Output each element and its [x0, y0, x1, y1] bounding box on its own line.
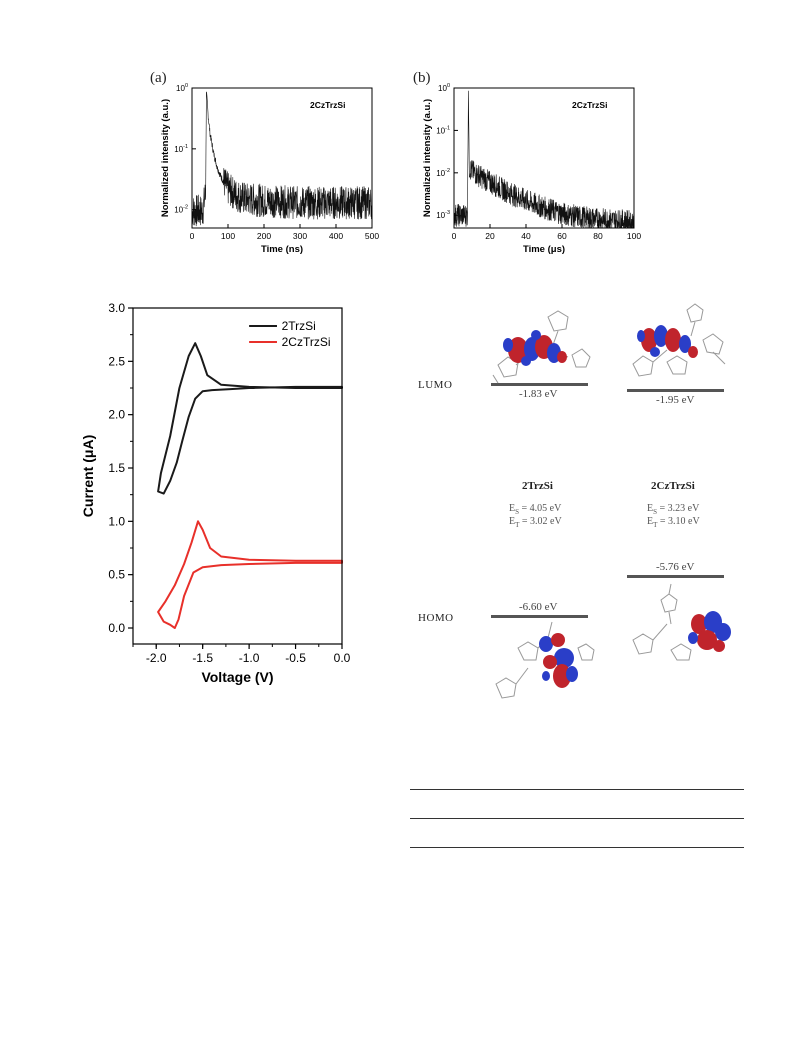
b-y-tick-label: 10-2 — [436, 168, 450, 178]
orbital-image-homo-2trzsi — [495, 621, 595, 699]
a-y-axis-label: Normalized intensity (a.u.) — [160, 99, 171, 217]
a-x-axis-label: Time (ns) — [261, 244, 303, 255]
b-x-tick-label: 80 — [593, 231, 603, 241]
a-decay-trace — [191, 91, 373, 227]
b-x-tick-label: 100 — [627, 231, 641, 241]
b-x-tick-label: 60 — [557, 231, 567, 241]
orbital-image-homo-2cztrzsi — [632, 583, 731, 661]
cv-x-tick-label: -1.5 — [192, 651, 213, 665]
homo-bar-2cztrzsi — [627, 575, 724, 578]
lumo-value-2cztrzsi: -1.95 eV — [656, 394, 695, 406]
panel-a-label: (a) — [150, 70, 167, 86]
a-x-tick-label: 200 — [257, 231, 271, 241]
homo-label: HOMO — [418, 612, 454, 624]
cv-y-tick-label: 3.0 — [108, 301, 125, 315]
b-plot-title: 2CzTrzSi — [572, 100, 607, 110]
molecule-name-2cztrzsi: 2CzTrzSi — [651, 480, 695, 492]
cv-x-tick-label: -1.0 — [239, 651, 260, 665]
es-2trzsi: ES = 4.05 eV — [509, 503, 562, 516]
a-y-tick-label: 100 — [176, 83, 188, 93]
homo-value-2trzsi: -6.60 eV — [519, 601, 558, 613]
cv-legend-label-1: 2CzTrzSi — [282, 335, 331, 349]
cv-y-tick-label: 2.0 — [108, 408, 125, 422]
b-y-tick-label: 100 — [438, 83, 450, 93]
chart-a-decay: 0 100 200 300 400 500 100 10-1 10-2 Time (ns) Norm… — [160, 83, 379, 255]
panel-b-label: (b) — [413, 70, 431, 86]
molecule-name-2trzsi: 2TrzSi — [522, 480, 553, 492]
a-x-tick-label: 0 — [190, 231, 195, 241]
b-x-tick-label: 20 — [485, 231, 495, 241]
lumo-bar-2trzsi — [491, 383, 588, 386]
cv-y-tick-label: 2.5 — [108, 354, 125, 368]
cv-y-tick-label: 0.0 — [108, 621, 125, 635]
lumo-label: LUMO — [418, 379, 453, 391]
chart-cv: -2.0 -1.5 -1.0 -0.5 0.0 0.0 0.5 1.0 1.5 2.0 2.5 3.0… — [80, 301, 351, 685]
b-x-tick-label: 0 — [452, 231, 457, 241]
a-x-tick-label: 500 — [365, 231, 379, 241]
a-y-tick-label: 10-2 — [174, 205, 188, 215]
cv-x-tick-label: -2.0 — [146, 651, 167, 665]
cv-y-tick-label: 1.5 — [108, 461, 125, 475]
table-rule-middle — [410, 818, 744, 819]
b-y-tick-label: 10-1 — [436, 125, 450, 135]
cv-x-axis-label: Voltage (V) — [201, 669, 273, 685]
table-rule-bottom — [410, 847, 744, 848]
et-2cztrzsi: ET = 3.10 eV — [647, 516, 700, 529]
chart-b-decay: 0 20 40 60 80 100 100 10-1 10-2 10-3 Time (μs) Norm… — [422, 83, 641, 255]
lumo-bar-2cztrzsi — [627, 389, 724, 392]
cv-y-tick-label: 1.0 — [108, 514, 125, 528]
cv-series-0 — [157, 342, 343, 495]
cv-x-tick-label: -0.5 — [285, 651, 306, 665]
orbital-image-lumo-2cztrzsi — [632, 303, 726, 377]
b-y-axis-label: Normalized intensity (a.u.) — [422, 99, 433, 217]
cv-legend-label-0: 2TrzSi — [282, 319, 316, 333]
cv-plot-frame — [132, 307, 343, 645]
a-x-tick-label: 100 — [221, 231, 235, 241]
cv-y-tick-label: 0.5 — [108, 568, 125, 582]
b-decay-trace — [453, 90, 635, 229]
b-y-tick-label: 10-3 — [436, 210, 450, 220]
cv-y-axis-label: Current (μA) — [80, 435, 96, 517]
b-x-tick-label: 40 — [521, 231, 531, 241]
a-plot-title: 2CzTrzSi — [310, 100, 345, 110]
a-x-tick-label: 300 — [293, 231, 307, 241]
a-x-tick-label: 400 — [329, 231, 343, 241]
homo-value-2cztrzsi: -5.76 eV — [656, 561, 695, 573]
cv-series-1 — [157, 520, 343, 629]
b-x-axis-label: Time (μs) — [523, 244, 565, 255]
orbital-image-lumo-2trzsi — [492, 310, 591, 384]
a-plot-frame — [191, 87, 373, 229]
es-2cztrzsi: ES = 3.23 eV — [647, 503, 700, 516]
table-rule-top — [410, 789, 744, 790]
homo-bar-2trzsi — [491, 615, 588, 618]
a-y-tick-label: 10-1 — [174, 144, 188, 154]
lumo-value-2trzsi: -1.83 eV — [519, 388, 558, 400]
et-2trzsi: ET = 3.02 eV — [509, 516, 562, 529]
cv-x-tick-label: 0.0 — [334, 651, 351, 665]
b-plot-frame — [453, 87, 635, 229]
